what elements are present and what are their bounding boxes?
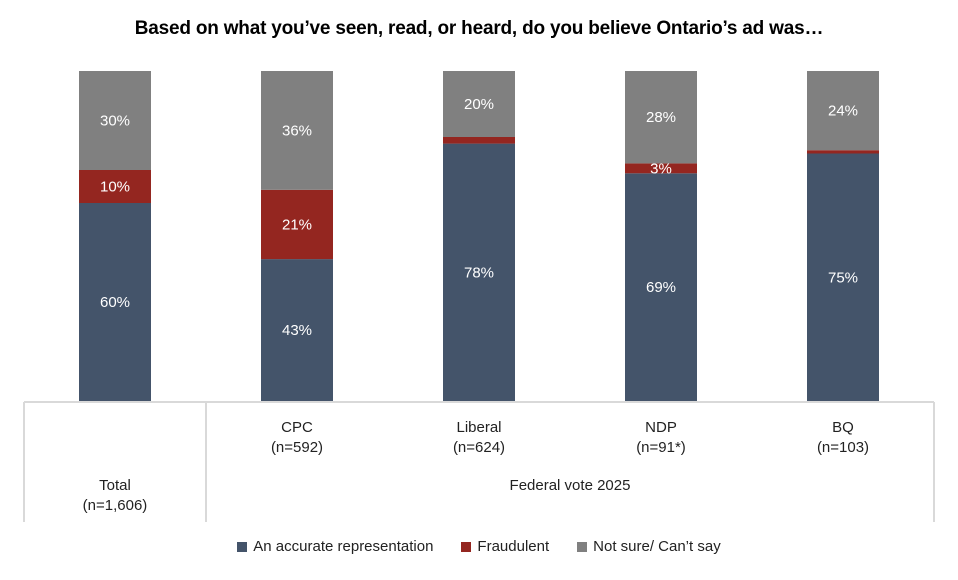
chart-title: Based on what you’ve seen, read, or hear… [134, 18, 824, 39]
data-label: 21% [282, 216, 312, 233]
legend-label: Fraudulent [477, 538, 550, 555]
category-sample-size: (n=624) [452, 439, 506, 456]
data-label: 20% [464, 96, 494, 113]
category-label-total: Total (n=1,606) [40, 476, 190, 516]
bar-segment-total-0 [79, 203, 151, 401]
bar-segment-bq-2 [807, 71, 879, 151]
category-label-bq: BQ (n=103) [768, 418, 918, 458]
bar-segment-liberal-2 [443, 71, 515, 137]
legend-swatch [461, 541, 472, 552]
category-name: CPC [281, 419, 313, 436]
category-sample-size: (n=1,606) [82, 497, 148, 514]
data-label: 43% [282, 322, 312, 339]
data-label: 28% [646, 109, 676, 126]
category-label-ndp: NDP (n=91*) [586, 418, 736, 458]
bar-segment-ndp-1 [625, 163, 697, 174]
data-label: 60% [100, 294, 130, 311]
bar-segment-total-2 [79, 71, 151, 170]
category-label-liberal: Liberal (n=624) [404, 418, 554, 458]
bar-segment-cpc-1 [261, 189, 333, 260]
data-label: 10% [100, 179, 130, 196]
legend-item-0: An accurate representation [237, 538, 433, 555]
legend-item-2: Not sure/ Can’t say [577, 538, 721, 555]
bar-segment-cpc-0 [261, 259, 333, 401]
category-table [23, 401, 935, 522]
bar-segment-total-1 [79, 170, 151, 203]
bars-layer: 60% 10% 30% 43% 21% 36% 78% 20% 69% 3% 28% 75% 24% [79, 71, 879, 401]
bar-segment-liberal-1 [443, 137, 515, 144]
legend-swatch [237, 541, 248, 552]
bar-segment-bq-0 [807, 153, 879, 401]
group-label: Federal vote 2025 [509, 477, 631, 494]
category-name: BQ [832, 419, 854, 436]
category-sample-size: (n=103) [816, 439, 870, 456]
bar-segment-liberal-0 [443, 143, 515, 401]
category-sample-size: (n=91*) [636, 439, 686, 456]
legend: An accurate representation Fraudulent Not … [0, 538, 958, 555]
data-label: 3% [650, 160, 672, 177]
bar-segment-ndp-2 [625, 71, 697, 164]
data-label: 69% [646, 279, 676, 296]
data-label: 36% [282, 122, 312, 139]
category-name: Total [99, 477, 131, 494]
bar-segment-cpc-2 [261, 71, 333, 190]
data-label: 75% [828, 269, 858, 286]
legend-label: Not sure/ Can’t say [593, 538, 721, 555]
category-name: Liberal [456, 419, 502, 436]
legend-item-1: Fraudulent [461, 538, 549, 555]
category-name: NDP [645, 419, 677, 436]
category-sample-size: (n=592) [270, 439, 324, 456]
bar-segment-bq-1 [807, 150, 879, 154]
category-label-cpc: CPC (n=592) [222, 418, 372, 458]
legend-swatch [577, 541, 588, 552]
legend-label: An accurate representation [253, 538, 434, 555]
data-label: 24% [828, 103, 858, 120]
bar-segment-ndp-0 [625, 173, 697, 401]
data-label: 30% [100, 113, 130, 130]
data-label: 78% [464, 264, 494, 281]
